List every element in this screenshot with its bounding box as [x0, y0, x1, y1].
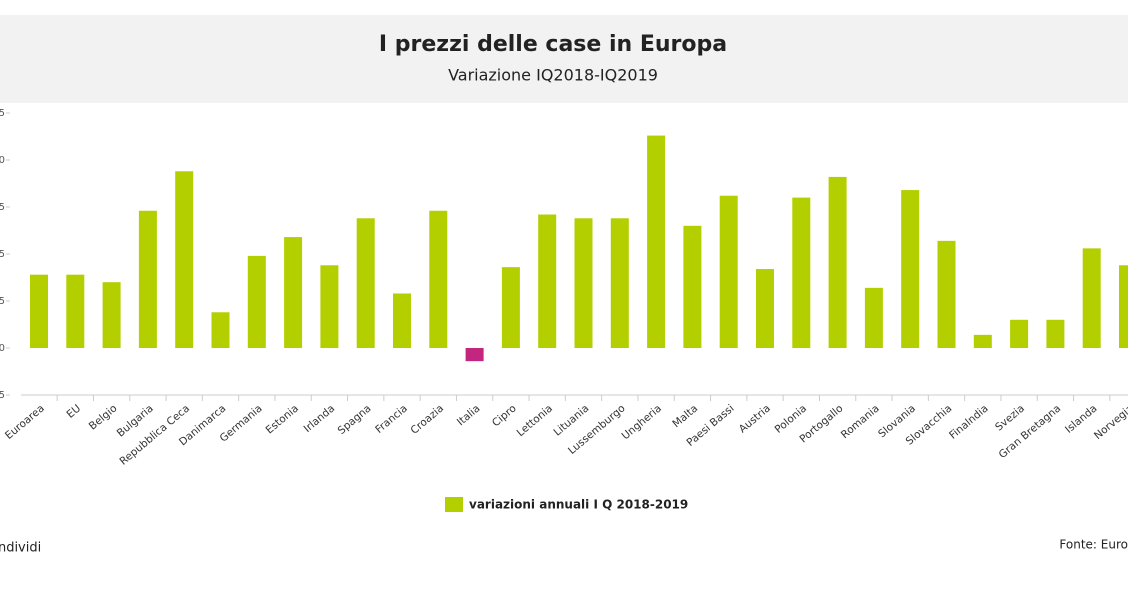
bar: [30, 274, 48, 348]
bar: [901, 190, 920, 348]
x-tick-label: Estonia: [264, 402, 301, 436]
bar: [937, 240, 956, 348]
x-tick-label: Euroarea: [3, 402, 47, 442]
bar: [393, 293, 411, 348]
x-tick-label: Croazia: [408, 402, 446, 436]
bar: [792, 197, 811, 348]
legend-swatch: [445, 497, 463, 512]
y-tick-label: 5: [0, 249, 5, 260]
bar: [284, 237, 303, 348]
bar: [1082, 248, 1101, 348]
y-tick-label: 7.5: [0, 202, 5, 213]
x-tick-label: EU: [64, 402, 83, 420]
bar: [356, 218, 375, 348]
y-tick-label: 0: [0, 343, 5, 354]
bar: [973, 334, 992, 348]
bar: [719, 195, 738, 348]
x-tick-label: Gran Bretagna: [997, 402, 1064, 461]
x-tick-label: Francia: [373, 402, 410, 435]
bar: [610, 218, 629, 348]
x-tick-label: Romania: [839, 402, 882, 441]
x-tick-label: Italia: [455, 402, 483, 428]
x-tick-label: Irlanda: [302, 402, 338, 435]
bar: [175, 171, 194, 348]
x-tick-label: Ungheria: [620, 402, 664, 442]
x-tick-label: Norvegia: [1092, 402, 1128, 442]
header-band: [0, 15, 1128, 103]
chart-subtitle: Variazione IQ2018-IQ2019: [448, 66, 658, 85]
bar: [66, 274, 85, 348]
bar: [320, 265, 339, 348]
y-tick-label: 10: [0, 155, 5, 166]
bar: [647, 135, 666, 348]
bar: [828, 176, 847, 348]
bar: [211, 312, 230, 348]
x-tick-label: Svezia: [993, 402, 1027, 433]
bar: [756, 269, 774, 348]
bar: [1046, 319, 1065, 348]
bar: [538, 214, 557, 348]
y-tick-label: -2.5: [0, 390, 5, 401]
bar: [138, 210, 157, 348]
y-tick-label: 2.5: [0, 296, 5, 307]
y-tick-label: 12.5: [0, 108, 5, 119]
x-tick-label: Austria: [737, 402, 773, 435]
bar: [429, 210, 448, 348]
x-tick-label: Belgio: [87, 402, 120, 432]
x-tick-label: Finalndia: [947, 402, 991, 441]
share-link[interactable]: ondividi: [0, 541, 41, 556]
bar: [1010, 319, 1029, 348]
bar: [864, 287, 883, 348]
bar: [683, 225, 702, 348]
chart-title: I prezzi delle case in Europa: [379, 32, 727, 57]
bar: [247, 255, 266, 348]
bar: [465, 348, 484, 362]
bar: [501, 267, 520, 348]
legend-label: variazioni annuali I Q 2018-2019: [469, 498, 688, 512]
bar: [1119, 265, 1128, 348]
x-tick-label: Cipro: [490, 402, 519, 429]
source: Fonte: Euro: [1059, 538, 1128, 552]
bar: [102, 282, 121, 348]
x-tick-label: Spagna: [336, 402, 374, 437]
bar: [574, 218, 593, 348]
x-tick-label: Malta: [670, 402, 700, 430]
x-tick-label: Lettonia: [515, 402, 555, 439]
